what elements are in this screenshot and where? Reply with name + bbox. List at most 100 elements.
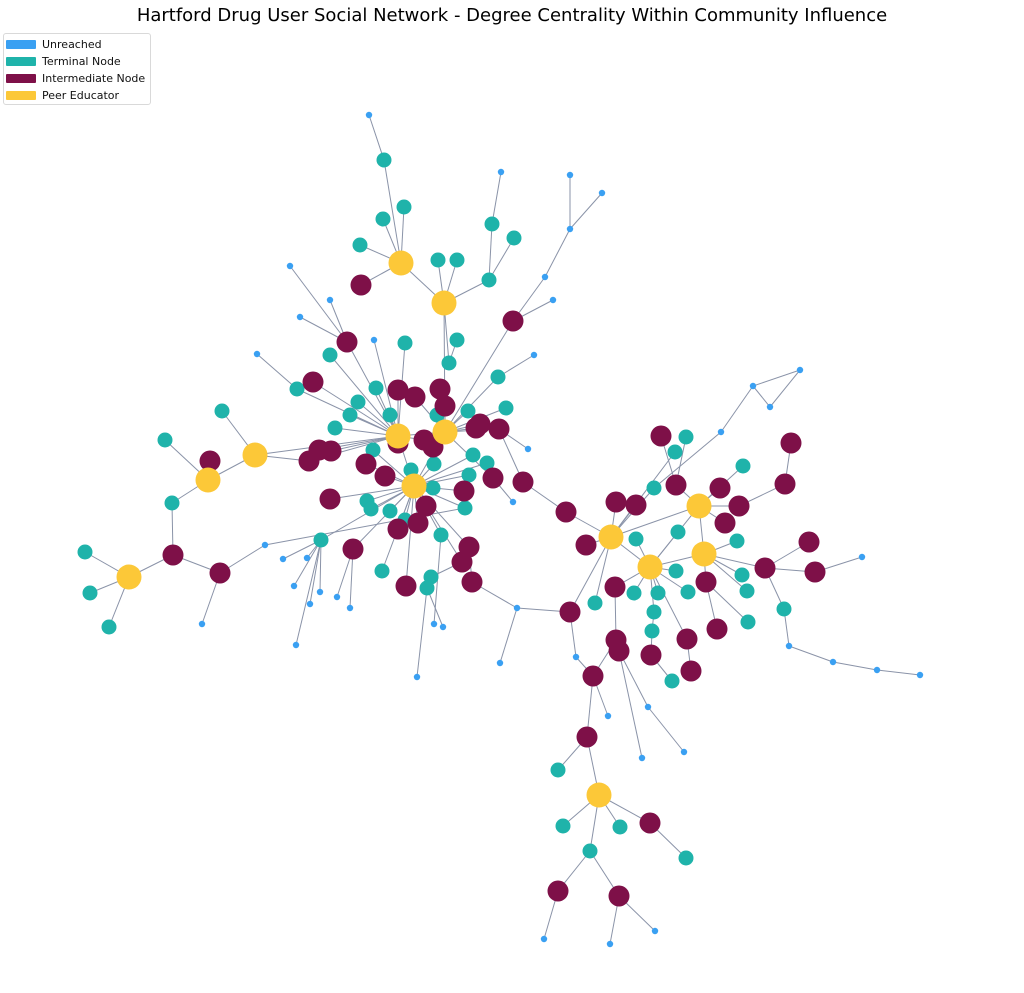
edge xyxy=(352,485,415,550)
terminal-node xyxy=(498,400,514,416)
edge xyxy=(618,650,649,708)
intermediate-node xyxy=(680,660,702,682)
terminal-node xyxy=(587,595,603,611)
terminal-node xyxy=(397,335,413,351)
unreached-node xyxy=(916,671,924,679)
terminal-node xyxy=(365,442,381,458)
terminal-node xyxy=(646,480,662,496)
intermediate-node xyxy=(576,726,598,748)
intermediate-node xyxy=(342,538,364,560)
intermediate-node xyxy=(395,575,417,597)
unreached-node xyxy=(829,658,837,666)
edge xyxy=(788,645,834,663)
edge xyxy=(752,369,801,387)
unreached-node xyxy=(413,673,421,681)
unreached-node xyxy=(530,351,538,359)
intermediate-node xyxy=(461,571,483,593)
peer-educator-node xyxy=(195,467,221,493)
intermediate-node xyxy=(665,474,687,496)
edge xyxy=(618,650,643,759)
legend-item-intermediate: Intermediate Node xyxy=(6,70,145,86)
terminal-node xyxy=(396,199,412,215)
unreached-node xyxy=(497,168,505,176)
terminal-node xyxy=(457,500,473,516)
unreached-node xyxy=(638,754,646,762)
terminal-node xyxy=(164,495,180,511)
terminal-node xyxy=(449,252,465,268)
terminal-node xyxy=(678,429,694,445)
unreached-node xyxy=(292,641,300,649)
terminal-node xyxy=(313,532,329,548)
peer-educator-node xyxy=(385,423,411,449)
unreached-node xyxy=(439,623,447,631)
legend-swatch xyxy=(6,56,36,66)
unreached-node xyxy=(430,620,438,628)
terminal-node xyxy=(376,152,392,168)
terminal-node xyxy=(490,369,506,385)
edge xyxy=(769,369,801,408)
peer-educator-node xyxy=(691,541,717,567)
terminal-node xyxy=(433,527,449,543)
intermediate-node xyxy=(387,379,409,401)
terminal-node xyxy=(484,216,500,232)
unreached-node xyxy=(598,189,606,197)
unreached-node xyxy=(370,336,378,344)
terminal-node xyxy=(667,444,683,460)
intermediate-node xyxy=(350,274,372,296)
terminal-node xyxy=(368,380,384,396)
edge xyxy=(653,431,722,489)
unreached-node xyxy=(253,350,261,358)
unreached-node xyxy=(766,403,774,411)
unreached-node xyxy=(566,225,574,233)
legend-label: Unreached xyxy=(42,37,102,51)
terminal-node xyxy=(101,619,117,635)
terminal-node xyxy=(670,524,686,540)
edge xyxy=(544,228,571,278)
edge xyxy=(295,539,322,646)
unreached-node xyxy=(572,653,580,661)
terminal-node xyxy=(382,503,398,519)
node-layer xyxy=(77,111,924,948)
intermediate-node xyxy=(728,495,750,517)
legend-item-terminal: Terminal Node xyxy=(6,53,121,69)
intermediate-node xyxy=(676,628,698,650)
intermediate-node xyxy=(387,518,409,540)
intermediate-node xyxy=(355,453,377,475)
intermediate-node xyxy=(209,562,231,584)
terminal-node xyxy=(465,447,481,463)
edge xyxy=(752,385,771,408)
intermediate-node xyxy=(404,386,426,408)
edge xyxy=(647,706,685,753)
peer-educator-node xyxy=(401,473,427,499)
terminal-node xyxy=(375,211,391,227)
unreached-node xyxy=(873,666,881,674)
intermediate-node xyxy=(804,561,826,583)
intermediate-node xyxy=(482,467,504,489)
intermediate-node xyxy=(639,812,661,834)
unreached-node xyxy=(296,313,304,321)
unreached-node xyxy=(858,553,866,561)
edge xyxy=(293,539,322,587)
intermediate-node xyxy=(650,425,672,447)
intermediate-node xyxy=(512,471,534,493)
terminal-node xyxy=(430,252,446,268)
intermediate-node xyxy=(559,601,581,623)
terminal-node xyxy=(628,531,644,547)
edge xyxy=(309,539,322,605)
terminal-node xyxy=(678,850,694,866)
legend-label: Terminal Node xyxy=(42,54,121,68)
terminal-node xyxy=(425,480,441,496)
terminal-node xyxy=(350,394,366,410)
peer-educator-node xyxy=(242,442,268,468)
edge xyxy=(488,223,493,281)
unreached-node xyxy=(606,940,614,948)
terminal-node xyxy=(481,272,497,288)
legend-swatch xyxy=(6,90,36,100)
unreached-node xyxy=(496,659,504,667)
intermediate-node xyxy=(608,885,630,907)
terminal-node xyxy=(729,533,745,549)
intermediate-node xyxy=(434,395,456,417)
terminal-node xyxy=(289,381,305,397)
terminal-node xyxy=(555,818,571,834)
